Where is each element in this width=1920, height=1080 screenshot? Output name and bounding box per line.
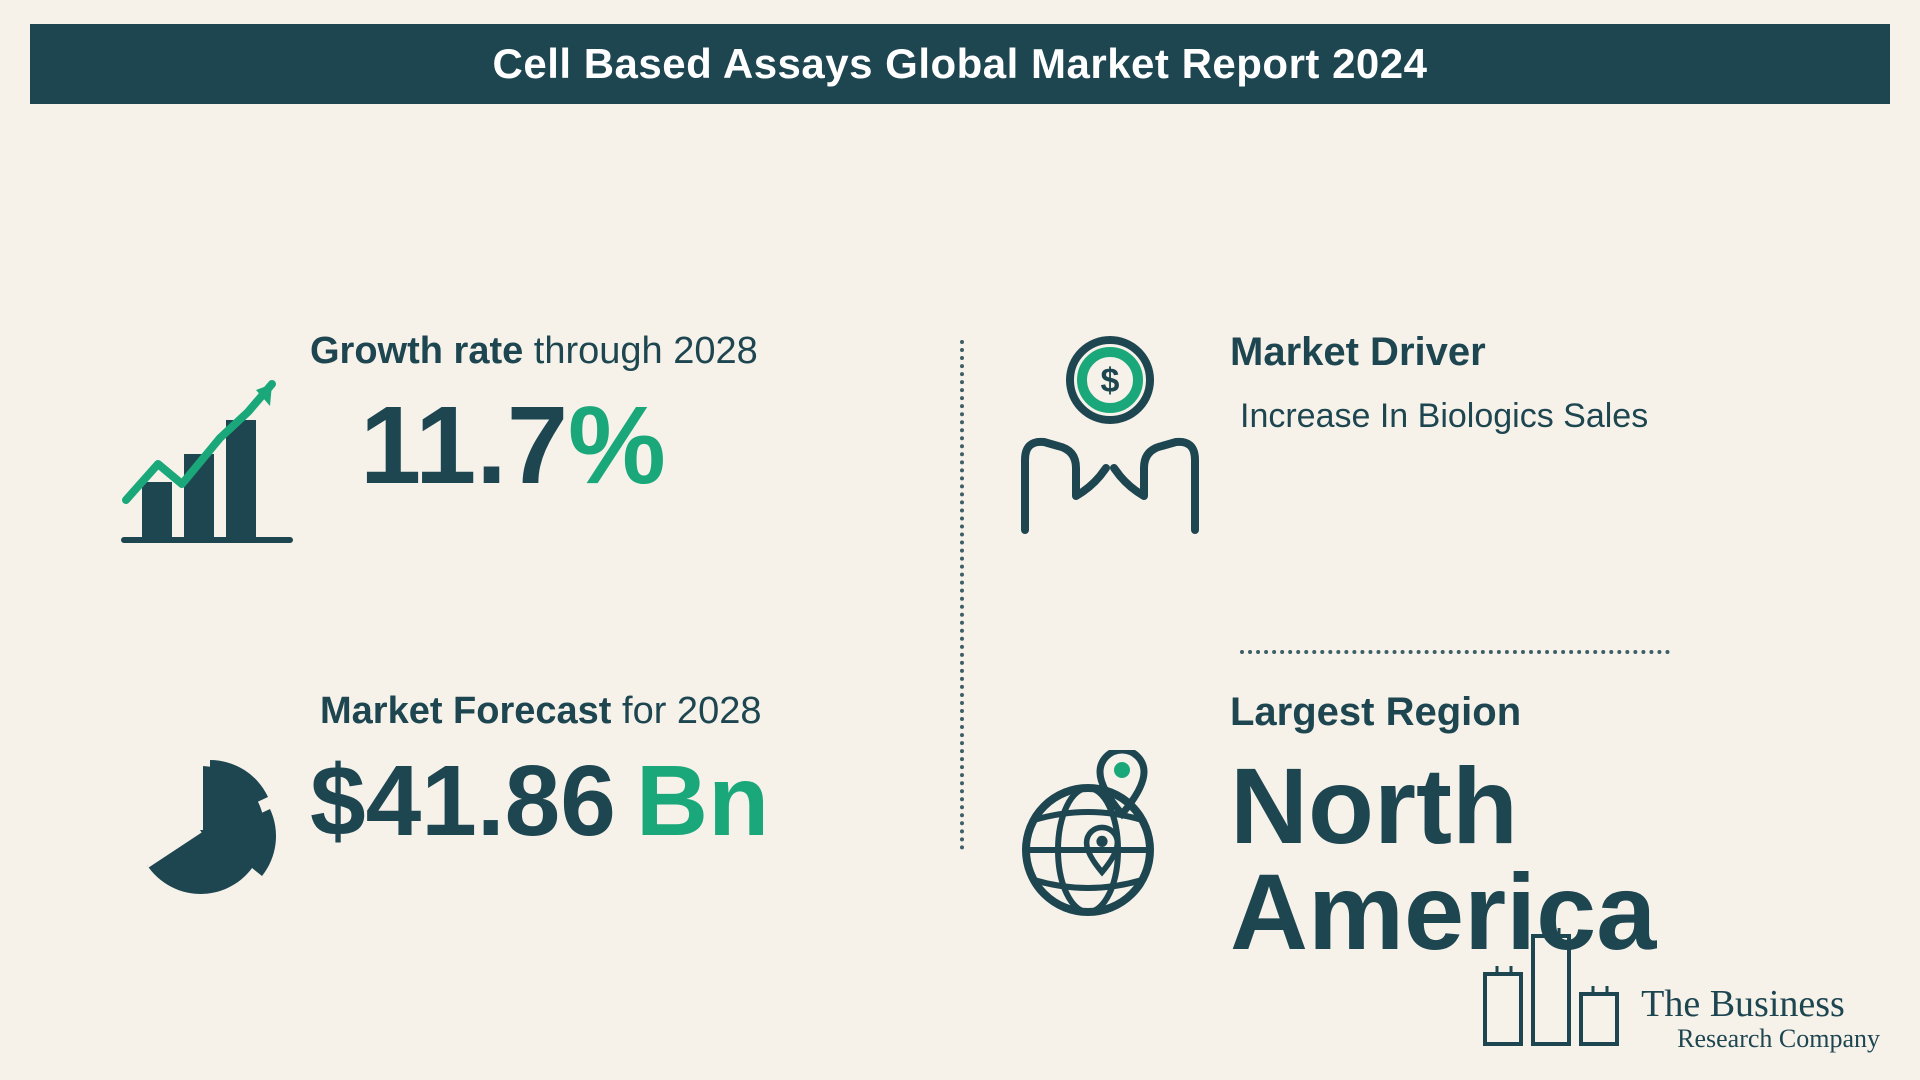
- market-forecast-block: Market Forecast for 2028 $41.86 Bn: [120, 690, 940, 851]
- vertical-divider: [960, 340, 964, 850]
- logo-line2: Research Company: [1677, 1025, 1880, 1052]
- hands-coin-icon: $: [1010, 320, 1210, 540]
- growth-rate-block: Growth rate through 2028 11.7%: [120, 330, 880, 501]
- growth-rate-label-rest: through 2028: [523, 330, 758, 372]
- logo-text: The Business Research Company: [1641, 985, 1880, 1052]
- right-dotted-divider: [1240, 650, 1670, 654]
- globe-pins-icon: [1010, 750, 1190, 930]
- market-forecast-value: $41.86: [310, 751, 616, 851]
- largest-region-line1: North: [1230, 745, 1518, 866]
- pie-chart-icon: [120, 750, 280, 910]
- growth-rate-percent-sign: %: [568, 384, 666, 507]
- largest-region-heading: Largest Region: [1230, 690, 1830, 735]
- market-forecast-label-bold: Market Forecast: [320, 690, 611, 732]
- growth-rate-label: Growth rate through 2028: [310, 330, 880, 373]
- svg-text:$: $: [1101, 362, 1120, 400]
- market-driver-body: Increase In Biologics Sales: [1240, 397, 1810, 436]
- logo-line1: The Business: [1641, 985, 1880, 1025]
- growth-rate-value: 11.7%: [360, 391, 880, 501]
- market-driver-heading: Market Driver: [1230, 330, 1810, 375]
- market-forecast-label-rest: for 2028: [611, 690, 761, 732]
- growth-rate-label-bold: Growth rate: [310, 330, 523, 372]
- market-forecast-unit: Bn: [636, 751, 769, 851]
- growth-rate-number: 11.7: [360, 384, 568, 507]
- market-driver-block: $ Market Driver Increase In Biologics Sa…: [1010, 330, 1810, 436]
- logo-bars-icon: [1477, 922, 1627, 1052]
- market-forecast-label: Market Forecast for 2028: [320, 690, 940, 733]
- growth-chart-icon: [120, 362, 300, 562]
- company-logo: The Business Research Company: [1477, 922, 1880, 1052]
- page-title: Cell Based Assays Global Market Report 2…: [493, 40, 1428, 88]
- title-bar: Cell Based Assays Global Market Report 2…: [30, 24, 1890, 104]
